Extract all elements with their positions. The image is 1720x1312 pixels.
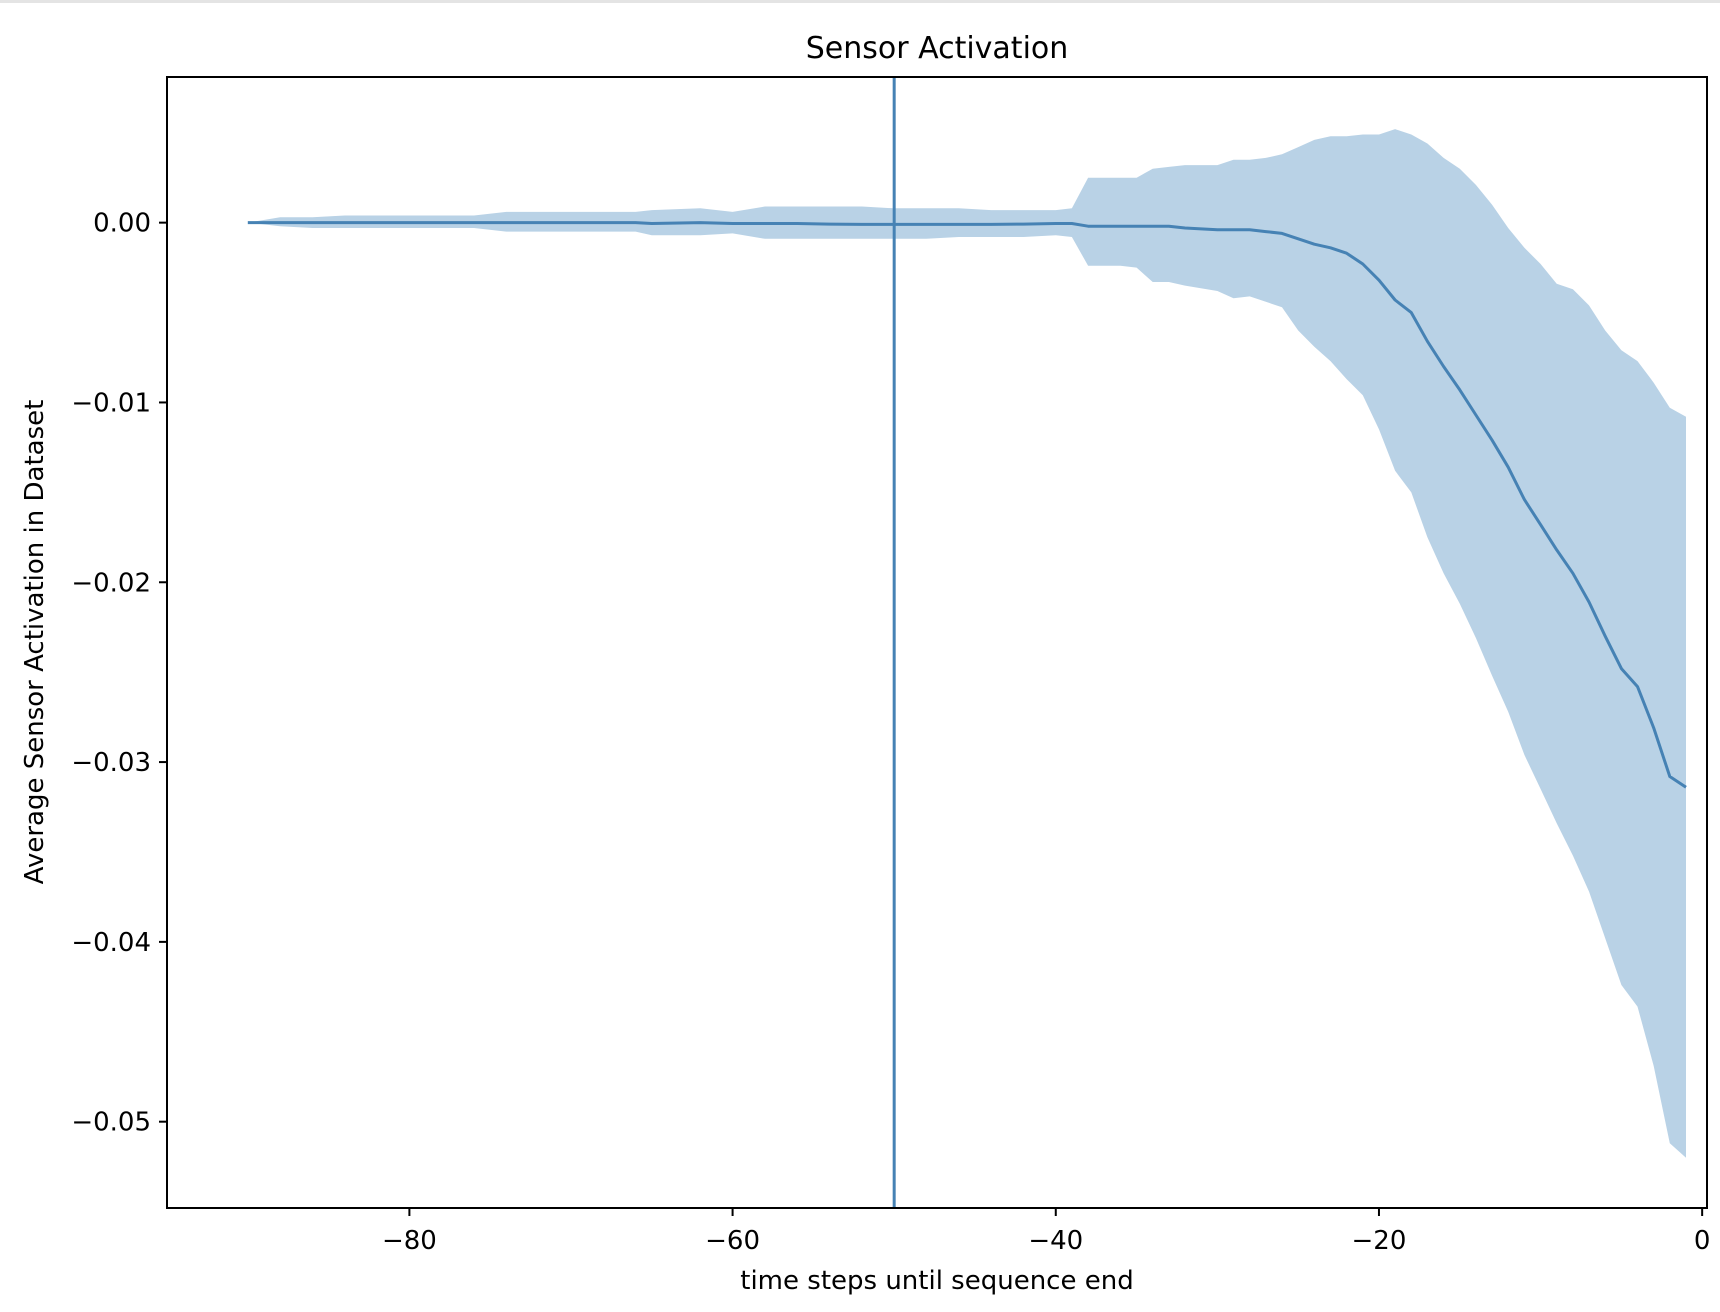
x-tick-label: 0 [1694,1226,1711,1256]
x-tick-label: −20 [1352,1226,1407,1256]
y-axis-label: Average Sensor Activation in Dataset [20,400,50,885]
mean-line [247,221,1687,789]
y-tick-label: −0.01 [71,388,151,418]
chart-title: Sensor Activation [806,31,1069,66]
y-axis: 0.00 −0.01 −0.02 −0.03 −0.04 −0.05 [71,209,167,1138]
y-tick-label: −0.05 [71,1108,151,1138]
x-tick-label: −60 [705,1226,760,1256]
x-tick-label: −80 [382,1226,437,1256]
y-tick-label: −0.04 [71,928,151,958]
x-axis-label: time steps until sequence end [740,1266,1133,1296]
axes-frame [166,76,1708,1209]
x-tick-label: −40 [1028,1226,1083,1256]
y-tick-label: −0.02 [71,568,151,598]
plot-area [247,77,1687,1208]
y-tick-label: −0.03 [71,748,151,778]
std-band [247,129,1686,1158]
window-top-border [0,0,1720,3]
y-tick-label: 0.00 [93,209,151,239]
x-axis: −80 −60 −40 −20 0 [382,1208,1710,1256]
